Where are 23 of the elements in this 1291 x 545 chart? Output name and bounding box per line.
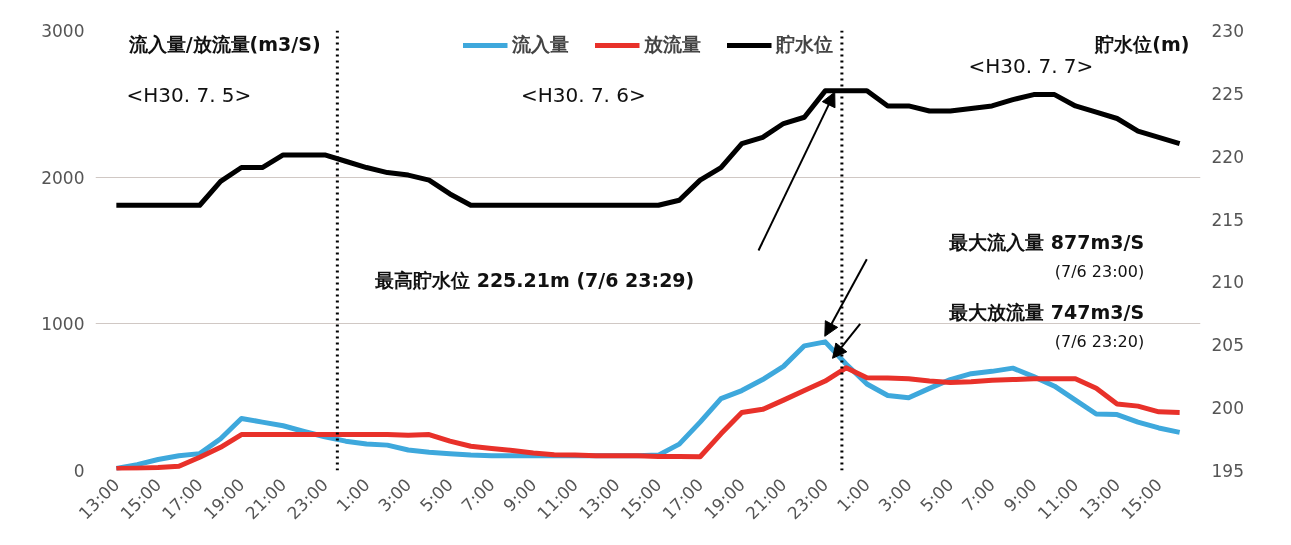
y-tick-label: 0: [73, 461, 85, 481]
y2-tick-label: 215: [1211, 209, 1244, 230]
annotation: 最大放流量 747m3/S (7/6 23:20): [948, 301, 1145, 352]
y2-tick-label: 230: [1211, 21, 1244, 41]
legend-label: 流入量: [512, 32, 569, 57]
y2-tick-label: 195: [1211, 461, 1244, 481]
annotation: 最高貯水位 225.21m (7/6 23:29): [374, 268, 695, 291]
y2-axis-title: 貯水位(m): [1094, 32, 1190, 55]
annotation: <H30. 7. 5>: [126, 83, 252, 108]
legend-label: 貯水位: [776, 32, 833, 57]
y2-tick-label: 210: [1211, 272, 1244, 293]
y-axis-title: 流入量/放流量(m3/S): [127, 32, 321, 55]
y-tick-label: 3000: [41, 21, 85, 41]
annotation: <H30. 7. 6>: [520, 83, 646, 108]
y2-tick-label: 200: [1211, 398, 1244, 419]
y2-tick-label: 220: [1211, 146, 1244, 167]
annotation: 最大流入量 877m3/S (7/6 23:00): [948, 230, 1145, 281]
y2-tick-label: 205: [1211, 335, 1244, 356]
legend-label: 放流量: [644, 32, 701, 57]
annotation: <H30. 7. 7>: [968, 53, 1094, 78]
y-tick-label: 1000: [41, 314, 85, 335]
y-tick-label: 2000: [41, 167, 85, 188]
y2-tick-label: 225: [1211, 83, 1244, 104]
